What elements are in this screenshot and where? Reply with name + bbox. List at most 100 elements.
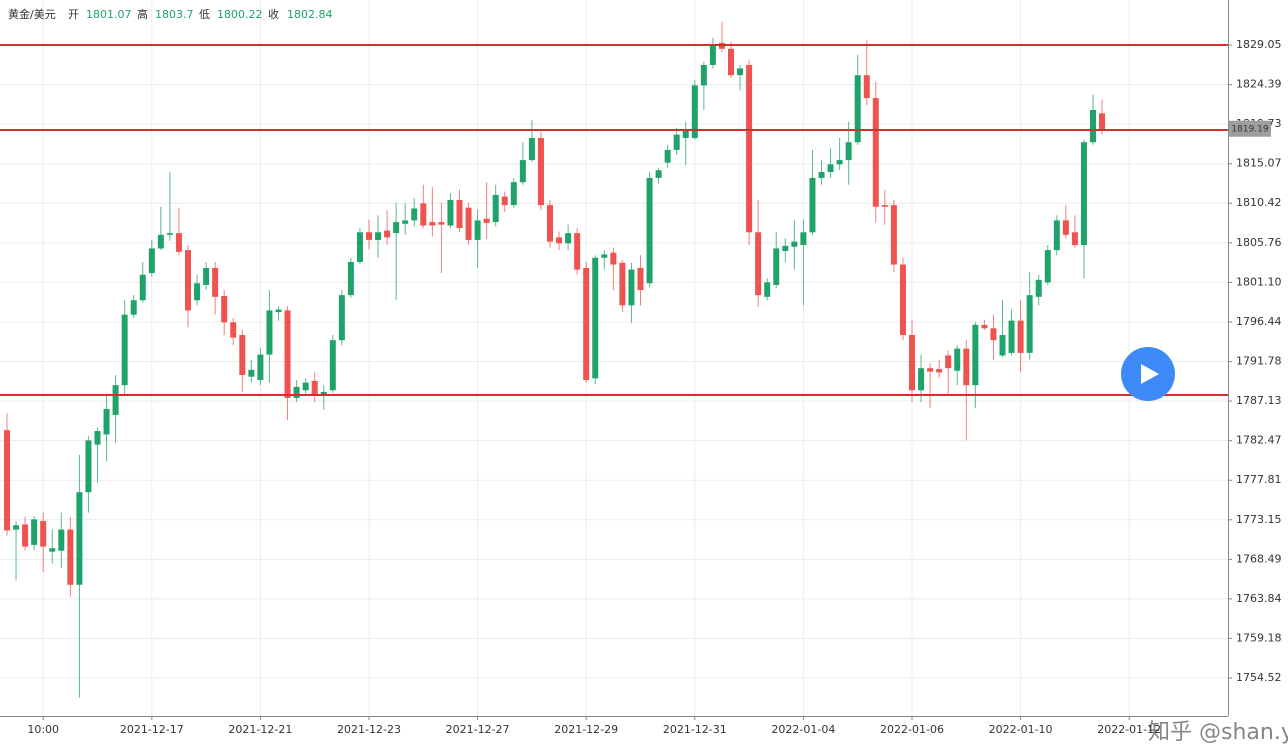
candle-body	[103, 408, 110, 435]
candle-body	[266, 310, 273, 355]
candles	[4, 21, 1106, 698]
x-tick-label: 2021-12-21	[228, 723, 292, 736]
y-tick-label: 1810.42	[1236, 196, 1282, 209]
candle-body	[700, 64, 707, 86]
candle-body	[592, 257, 599, 379]
candle-body	[456, 200, 463, 229]
candle-body	[49, 548, 56, 552]
candle-body	[999, 335, 1006, 356]
candle-body	[1080, 142, 1087, 246]
x-tick-label: 2022-01-04	[771, 723, 835, 736]
x-tick-label: 2021-12-29	[554, 723, 618, 736]
candle-body	[827, 164, 834, 172]
y-tick-label: 1754.52	[1236, 671, 1282, 684]
x-tick-label: 2021-12-27	[446, 723, 510, 736]
grid	[0, 0, 1228, 716]
ohlc-label: 开	[68, 8, 79, 21]
candle-body	[773, 248, 780, 285]
x-tick-label: 2021-12-23	[337, 723, 401, 736]
ohlc-label: 低	[199, 8, 210, 21]
last-price-tag	[1229, 120, 1271, 137]
candle-body	[58, 529, 65, 551]
play-button[interactable]	[1121, 347, 1175, 401]
candle-body	[1017, 320, 1024, 353]
x-tick-label: 2022-01-10	[989, 723, 1053, 736]
candle-body	[429, 222, 436, 226]
candle-body	[438, 222, 445, 225]
candle-body	[619, 262, 626, 306]
candle-body	[927, 368, 934, 372]
candle-body	[755, 232, 762, 296]
candle-body	[94, 431, 101, 445]
candle-body	[510, 182, 517, 206]
candle-body	[519, 160, 526, 183]
candle-body	[610, 252, 617, 265]
candle-body	[257, 354, 264, 381]
candle-body	[85, 440, 92, 493]
candle-body	[76, 492, 83, 585]
watermark: 知乎 @shan.yu	[1148, 720, 1288, 745]
candle-body	[284, 310, 291, 398]
y-tick-label: 1805.76	[1236, 236, 1282, 249]
candle-body	[447, 200, 454, 226]
x-tick-label: 2021-12-17	[120, 723, 184, 736]
candle-body	[1044, 250, 1051, 283]
y-tick-label: 1824.39	[1236, 78, 1282, 91]
symbol: 黄金/美元	[8, 7, 56, 21]
candle-body	[1099, 113, 1106, 131]
candle-body	[22, 524, 29, 547]
candle-body	[800, 232, 807, 246]
candle-body	[583, 267, 590, 381]
candle-body	[130, 300, 137, 315]
candle-body	[936, 369, 943, 373]
candle-body	[356, 232, 363, 263]
y-tick-label: 1759.18	[1236, 631, 1282, 644]
x-tick-label: 2021-12-31	[663, 723, 727, 736]
candle-body	[863, 75, 870, 99]
candle-body	[320, 391, 327, 395]
candle-body	[547, 205, 553, 242]
candle-body	[1053, 220, 1060, 251]
ohlc-label: 高	[137, 7, 148, 21]
candle-body	[945, 355, 952, 369]
candle-body	[203, 267, 210, 285]
candle-body	[275, 309, 282, 313]
candle-body	[166, 233, 173, 235]
candle-body	[338, 295, 345, 341]
candle-body	[112, 385, 119, 415]
candle-body	[347, 262, 354, 296]
header: 黄金/美元 开 1801.07 高 1803.7 低 1800.22 收 180…	[8, 7, 333, 21]
candle-body	[175, 233, 182, 252]
candle-body	[148, 248, 155, 274]
candle-body	[302, 382, 309, 391]
candle-body	[655, 170, 662, 178]
play-icon[interactable]	[1141, 364, 1159, 384]
y-tick-label: 1768.49	[1236, 552, 1282, 565]
candle-body	[366, 232, 372, 240]
candle-body	[1035, 279, 1042, 297]
candle-body	[474, 220, 481, 240]
candle-body	[375, 232, 382, 240]
candle-body	[501, 196, 508, 206]
candle-body	[737, 68, 744, 76]
candle-body	[528, 138, 535, 161]
candle-body	[899, 264, 906, 336]
candle-body	[212, 267, 219, 297]
candle-body	[1008, 320, 1015, 353]
candle-body	[40, 521, 47, 547]
y-tick-label: 1796.44	[1236, 315, 1282, 328]
candle-body	[67, 529, 74, 585]
candle-body	[872, 98, 879, 207]
candle-body	[139, 274, 146, 301]
candle-body	[818, 171, 825, 178]
y-tick-label: 1777.81	[1236, 473, 1282, 486]
candle-body	[329, 340, 336, 391]
y-tick-label: 1787.13	[1236, 394, 1282, 407]
candle-body	[311, 380, 318, 396]
y-tick-label: 1801.10	[1236, 275, 1282, 288]
ohlc-label: 收	[268, 7, 279, 21]
candle-body	[4, 430, 10, 531]
candle-body	[954, 348, 961, 371]
x-tick-label: 2022-01-12	[1097, 723, 1161, 736]
candle-body	[918, 368, 925, 391]
